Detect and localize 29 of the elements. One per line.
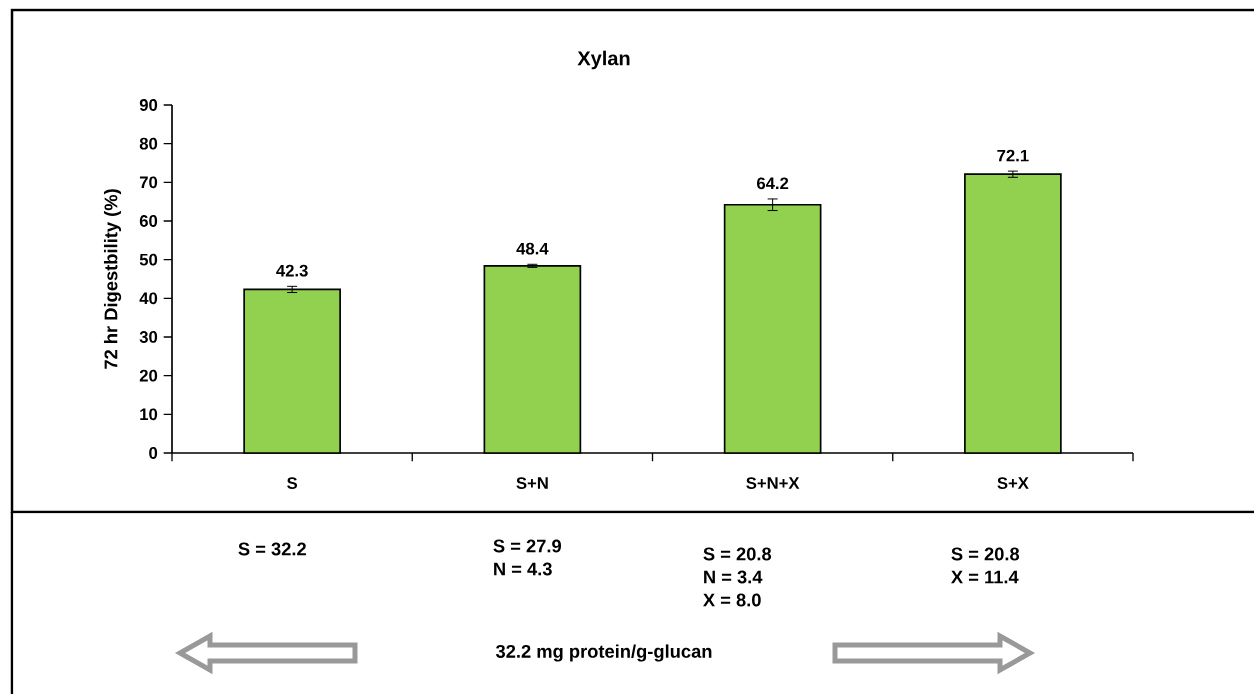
x-tick-label: S+N+X <box>746 477 800 489</box>
y-tick-label: 10 <box>140 408 158 421</box>
x-tick-label: S+N <box>516 477 548 489</box>
text: X = 11.4 <box>951 570 1019 584</box>
text: N = 3.4 <box>704 570 763 584</box>
y-axis-title: 72 hr Digestbility (%) <box>103 189 122 369</box>
y-tick-label: 60 <box>139 215 158 227</box>
text: S = 32.2 <box>238 542 306 556</box>
text: X = 8.0 <box>703 593 761 607</box>
y-tick-label: 40 <box>139 292 158 305</box>
data-label: 42.3 <box>276 264 308 277</box>
y-tick-label: 90 <box>139 99 158 111</box>
x-tick-label: S <box>287 477 298 489</box>
text: N = 4.3 <box>494 562 552 576</box>
y-tick-label: 30 <box>139 331 158 343</box>
y-tick-label: 70 <box>139 176 158 189</box>
y-tick-label: 80 <box>139 137 158 150</box>
y-tick-label: 50 <box>139 253 158 266</box>
x-tick-label: S+X <box>997 477 1029 489</box>
y-tick-label: 0 <box>149 447 158 459</box>
text: 32.2 mg protein/g-glucan <box>495 644 712 662</box>
chart-title: Xylan <box>577 50 630 70</box>
text: S = 20.8 <box>703 547 772 561</box>
text: S = 20.8 <box>951 547 1020 561</box>
data-label: 64.2 <box>757 177 789 190</box>
text: S = 27.9 <box>493 539 561 553</box>
data-label: 48.4 <box>516 242 549 255</box>
y-tick-label: 20 <box>139 369 158 382</box>
data-label: 72.1 <box>997 149 1029 162</box>
